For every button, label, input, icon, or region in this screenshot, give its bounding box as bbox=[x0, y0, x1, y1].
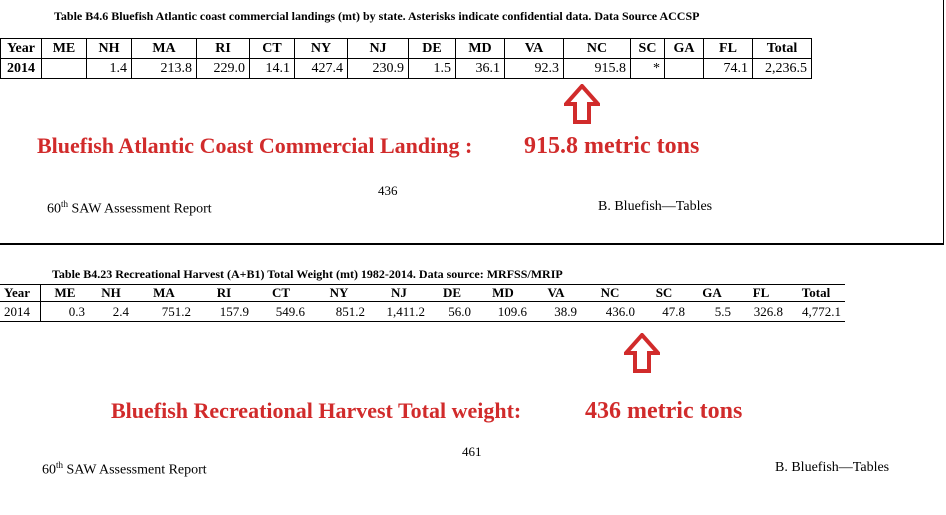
column-header-nj: NJ bbox=[347, 38, 409, 59]
column-header-sc: SC bbox=[630, 38, 665, 59]
table-cell-ny: 851.2 bbox=[335, 303, 365, 319]
footer-left: 60th SAW Assessment Report bbox=[47, 199, 212, 218]
footer-left-number: 60 bbox=[47, 201, 61, 217]
column-header-ct: CT bbox=[249, 38, 295, 59]
column-header-nj: NJ bbox=[369, 284, 429, 302]
recreational-harvest-panel: Table B4.23 Recreational Harvest (A+B1) … bbox=[0, 244, 944, 515]
footer-left-number: 60 bbox=[42, 462, 56, 478]
table-cell-me: 0.3 bbox=[68, 303, 85, 319]
column-header-md: MD bbox=[475, 284, 531, 302]
table-cell-year: 2014 bbox=[0, 58, 42, 79]
column-header-year: Year bbox=[0, 38, 42, 59]
table-cell-ma: 751.2 bbox=[161, 303, 191, 319]
column-header-va: VA bbox=[531, 284, 581, 302]
column-header-ri: RI bbox=[196, 38, 250, 59]
page-number: 461 bbox=[462, 444, 482, 459]
column-header-me: ME bbox=[41, 38, 87, 59]
table-cell-va: 92.3 bbox=[504, 58, 564, 79]
column-header-nh: NH bbox=[89, 284, 133, 302]
recreational-annotation-value: 436 metric tons bbox=[585, 398, 743, 424]
table-header-row: Year ME NH MA RI CT NY NJ DE MD VA NC SC GA FL Total bbox=[0, 284, 845, 302]
column-header-ct: CT bbox=[253, 284, 309, 302]
column-header-year: Year bbox=[0, 284, 41, 302]
column-header-ga: GA bbox=[689, 284, 735, 302]
footer-right: B. Bluefish—Tables bbox=[775, 460, 890, 475]
footer-left: 60th SAW Assessment Report bbox=[42, 460, 207, 479]
page-number: 436 bbox=[378, 183, 398, 198]
table-caption: Table B4.23 Recreational Harvest (A+B1) … bbox=[52, 267, 563, 281]
up-arrow-icon bbox=[564, 84, 600, 124]
footer-right: B. Bluefish—Tables bbox=[598, 199, 713, 214]
table-cell-nh: 1.4 bbox=[86, 58, 132, 79]
table-header-row: Year ME NH MA RI CT NY NJ DE MD VA NC SC GA FL Total bbox=[0, 38, 812, 59]
table-caption: Table B4.6 Bluefish Atlantic coast comme… bbox=[54, 9, 700, 23]
table-cell-total: 4,772.1 bbox=[802, 303, 841, 319]
column-header-ma: MA bbox=[131, 38, 197, 59]
table-cell-year: 2014 bbox=[0, 301, 41, 322]
table-cell-md: 109.6 bbox=[497, 303, 527, 319]
recreational-annotation-label: Bluefish Recreational Harvest Total weig… bbox=[111, 398, 522, 423]
table-cell-nc: 436.0 bbox=[605, 303, 635, 319]
column-header-de: DE bbox=[408, 38, 456, 59]
column-header-total: Total bbox=[787, 284, 845, 302]
table-cell-ma: 213.8 bbox=[131, 58, 197, 79]
column-header-fl: FL bbox=[735, 284, 787, 302]
table-cell-de: 1.5 bbox=[408, 58, 456, 79]
column-header-ga: GA bbox=[664, 38, 704, 59]
table-cell-ct: 14.1 bbox=[249, 58, 295, 79]
table-cell-nc: 915.8 bbox=[563, 58, 631, 79]
table-cell-ga bbox=[664, 58, 704, 79]
table-cell-ga: 5.5 bbox=[714, 303, 731, 319]
footer-left-sup: th bbox=[56, 460, 64, 470]
table-cell-md: 36.1 bbox=[455, 58, 505, 79]
footer-left-text: SAW Assessment Report bbox=[68, 201, 212, 217]
column-header-me: ME bbox=[40, 284, 89, 302]
column-header-ny: NY bbox=[294, 38, 348, 59]
table-cell-ct: 549.6 bbox=[275, 303, 305, 319]
table-cell-va: 38.9 bbox=[554, 303, 577, 319]
table-cell-ri: 229.0 bbox=[196, 58, 250, 79]
column-header-nc: NC bbox=[581, 284, 639, 302]
table-row: 2014 1.4 213.8 229.0 14.1 427.4 230.9 1.5 36.1 92… bbox=[0, 58, 812, 79]
table-cell-de: 56.0 bbox=[448, 303, 471, 319]
column-header-md: MD bbox=[455, 38, 505, 59]
column-header-total: Total bbox=[752, 38, 812, 59]
column-header-va: VA bbox=[504, 38, 564, 59]
column-header-de: DE bbox=[429, 284, 475, 302]
commercial-annotation-value: 915.8 metric tons bbox=[524, 133, 700, 159]
column-header-ri: RI bbox=[195, 284, 253, 302]
table-cell-me bbox=[41, 58, 87, 79]
table-cell-sc: 47.8 bbox=[662, 303, 685, 319]
table-cell-nj: 230.9 bbox=[347, 58, 409, 79]
table-cell-nh: 2.4 bbox=[112, 303, 129, 319]
column-header-nh: NH bbox=[86, 38, 132, 59]
commercial-landings-panel: Table B4.6 Bluefish Atlantic coast comme… bbox=[0, 0, 944, 244]
column-header-ma: MA bbox=[133, 284, 195, 302]
footer-left-text: SAW Assessment Report bbox=[63, 462, 207, 478]
up-arrow-icon bbox=[624, 333, 660, 373]
commercial-annotation-label: Bluefish Atlantic Coast Commercial Landi… bbox=[37, 133, 473, 158]
table-cell-ny: 427.4 bbox=[294, 58, 348, 79]
table-cell-total: 2,236.5 bbox=[752, 58, 812, 79]
table-cell-fl: 74.1 bbox=[703, 58, 753, 79]
column-header-ny: NY bbox=[309, 284, 369, 302]
table-cell-fl: 326.8 bbox=[753, 303, 783, 319]
column-header-sc: SC bbox=[639, 284, 689, 302]
footer-left-sup: th bbox=[61, 199, 69, 209]
column-header-nc: NC bbox=[563, 38, 631, 59]
commercial-landings-table: Year ME NH MA RI CT NY NJ DE MD VA NC SC GA FL Total 20… bbox=[0, 38, 812, 79]
column-header-fl: FL bbox=[703, 38, 753, 59]
recreational-harvest-table: Year ME NH MA RI CT NY NJ DE MD VA NC SC GA FL Total 20… bbox=[0, 284, 845, 322]
table-cell-sc: * bbox=[630, 58, 665, 79]
table-row: 2014 0.3 2.4 751.2 157.9 549.6 851.2 1,411.2 56.… bbox=[0, 301, 845, 322]
table-cell-nj: 1,411.2 bbox=[386, 303, 425, 319]
table-cell-ri: 157.9 bbox=[219, 303, 249, 319]
